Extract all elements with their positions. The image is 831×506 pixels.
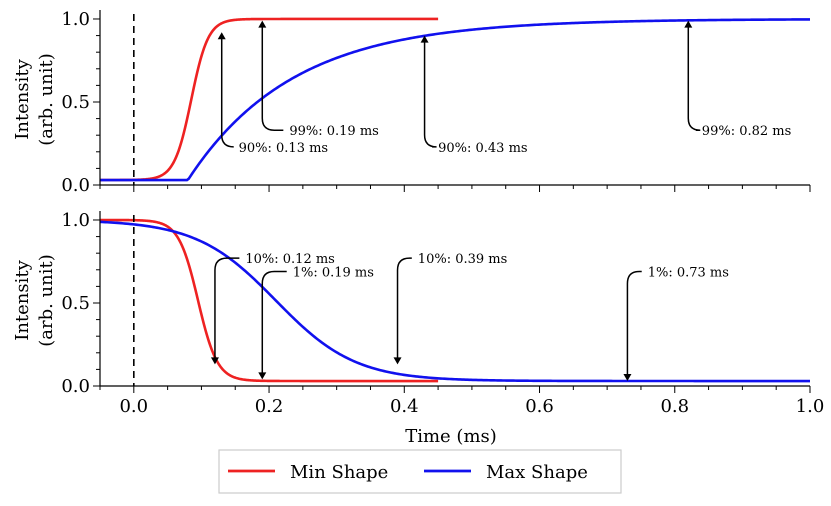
bottom-x-tick-label: 1.0 — [796, 396, 825, 417]
top-y-tick-label: 0.0 — [61, 175, 90, 196]
top-annotation-1-arrowhead — [258, 20, 267, 28]
top-y-tick-label: 1.0 — [61, 9, 90, 30]
top-annotation-2-arrowhead — [420, 35, 429, 43]
bottom-annotation-2-arrow-line — [396, 257, 412, 363]
bottom-y-axis-title-line-1: (arb. unit) — [36, 254, 57, 347]
bottom-y-tick-label: 1.0 — [61, 210, 90, 231]
top-series-max-shape-line — [100, 18, 810, 182]
bottom-x-axis-title: Time (ms) — [405, 426, 497, 447]
bottom-annotation-2-label: 10%: 0.39 ms — [418, 252, 507, 267]
legend-label-max-shape: Max Shape — [486, 462, 588, 483]
top-annotation-1-label: 99%: 0.19 ms — [289, 124, 378, 139]
bottom-annotation-3-arrowhead — [623, 374, 632, 382]
bottom-annotation-1-arrow-line — [261, 270, 287, 378]
legend: Min Shape Max Shape — [218, 449, 622, 494]
top-annotation-0-arrow-line — [220, 34, 234, 148]
top-annotation-3-label: 99%: 0.82 ms — [702, 124, 791, 139]
bottom-x-tick-label: 0.6 — [525, 396, 554, 417]
top-y-axis-title-line-0: Intensity — [12, 58, 33, 139]
bottom-x-tick-label: 0.2 — [255, 396, 284, 417]
legend-label-min-shape: Min Shape — [290, 462, 388, 483]
bottom-annotation-0-arrow-line — [214, 257, 240, 363]
top-annotation-2-arrow-line — [423, 37, 437, 148]
bottom-x-tick-label: 0.4 — [390, 396, 419, 417]
bottom-y-axis-title-line-0: Intensity — [12, 259, 33, 340]
bottom-series-max-shape-line — [99, 220, 810, 383]
top-annotation-1-arrow-line — [261, 22, 284, 131]
bottom-annotation-1-arrowhead — [258, 372, 267, 380]
top-annotation-0-label: 90%: 0.13 ms — [239, 141, 328, 156]
bottom-annotation-3-arrow-line — [626, 270, 642, 380]
bottom-annotation-1-label: 1%: 0.19 ms — [293, 265, 374, 280]
bottom-annotation-2-arrowhead — [393, 357, 402, 365]
top-y-tick-label: 0.5 — [61, 92, 90, 113]
top-series-min-shape-line — [100, 17, 439, 182]
bottom-panel: 10%: 0.12 ms1%: 0.19 ms 10%: 0.39 ms 1%: 0… — [12, 210, 824, 447]
bottom-series-min-shape-line — [100, 218, 439, 383]
bottom-annotation-3-label: 1%: 0.73 ms — [648, 265, 729, 280]
top-y-axis-title-line-1: (arb. unit) — [36, 53, 57, 146]
top-annotation-2-label: 90%: 0.43 ms — [438, 141, 527, 156]
bottom-x-tick-label: 0.0 — [119, 396, 148, 417]
legend-box — [218, 449, 622, 494]
bottom-y-tick-label: 0.0 — [61, 376, 90, 397]
top-annotation-3-arrow-line — [687, 22, 701, 131]
top-panel: 90%: 0.13 ms 99%: 0.19 ms 90%: 0.43 ms 99%:… — [12, 9, 811, 196]
top-annotation-3-arrowhead — [684, 20, 693, 28]
bottom-y-tick-label: 0.5 — [61, 293, 90, 314]
bottom-annotation-0-label: 10%: 0.12 ms — [245, 252, 334, 267]
top-annotation-0-arrowhead — [217, 32, 226, 40]
bottom-annotation-0-arrowhead — [210, 357, 219, 365]
bottom-x-tick-label: 0.8 — [660, 396, 689, 417]
